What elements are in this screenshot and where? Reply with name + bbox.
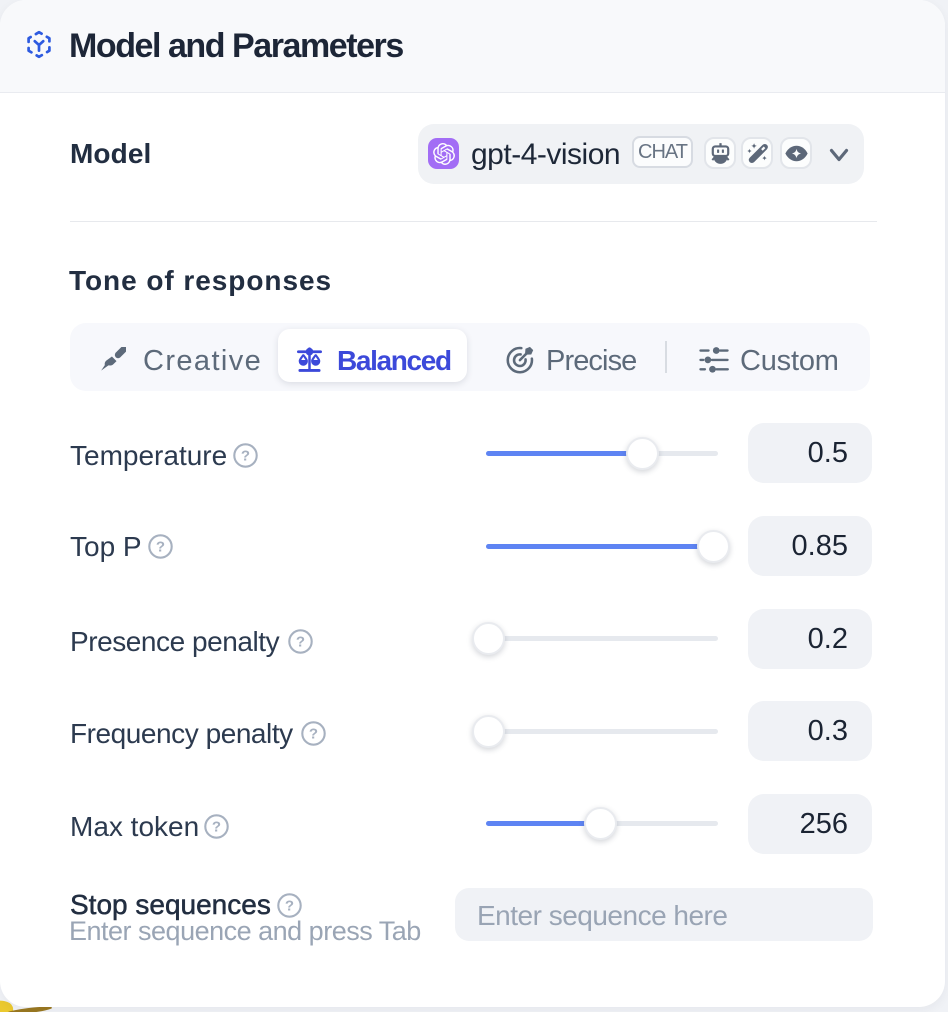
svg-text:?: ?: [212, 819, 221, 836]
svg-text:?: ?: [285, 898, 294, 915]
svg-text:?: ?: [296, 634, 305, 651]
svg-text:?: ?: [156, 539, 165, 556]
svg-text:?: ?: [309, 726, 318, 743]
svg-text:?: ?: [241, 448, 250, 465]
